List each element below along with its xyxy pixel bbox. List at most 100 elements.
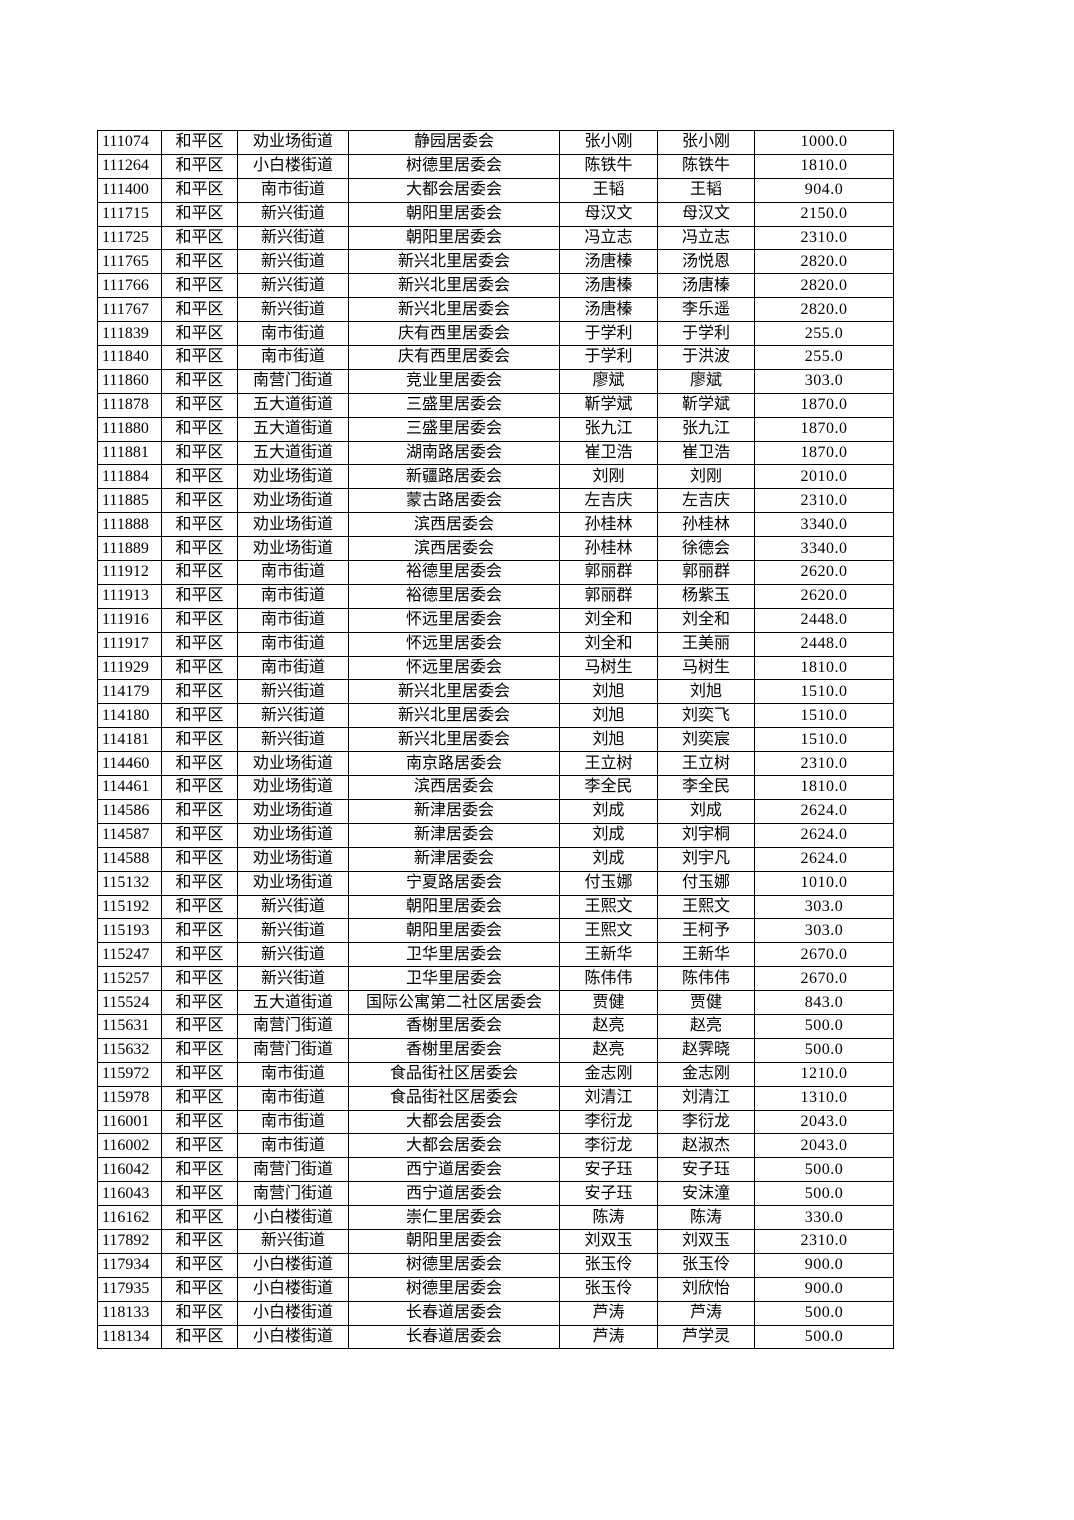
member-name-cell: 王韬 <box>658 178 755 202</box>
amount-cell: 2624.0 <box>755 823 894 847</box>
street-cell: 劝业场街道 <box>238 799 349 823</box>
applicant-name-cell: 付玉娜 <box>560 871 658 895</box>
district-cell: 和平区 <box>162 967 238 991</box>
member-name-cell: 马树生 <box>658 656 755 680</box>
record-id-cell: 114180 <box>98 704 162 728</box>
committee-cell: 树德里居委会 <box>349 1277 560 1301</box>
street-cell: 新兴街道 <box>238 728 349 752</box>
member-name-cell: 李全民 <box>658 776 755 800</box>
committee-cell: 崇仁里居委会 <box>349 1206 560 1230</box>
committee-cell: 大都会居委会 <box>349 1134 560 1158</box>
street-cell: 五大道街道 <box>238 393 349 417</box>
amount-cell: 2820.0 <box>755 298 894 322</box>
committee-cell: 三盛里居委会 <box>349 393 560 417</box>
member-name-cell: 张玉伶 <box>658 1253 755 1277</box>
table-row: 115192和平区新兴街道朝阳里居委会王熙文王熙文303.0 <box>98 895 894 919</box>
table-row: 114180和平区新兴街道新兴北里居委会刘旭刘奕飞1510.0 <box>98 704 894 728</box>
table-row: 116002和平区南市街道大都会居委会李衍龙赵淑杰2043.0 <box>98 1134 894 1158</box>
street-cell: 小白楼街道 <box>238 1301 349 1325</box>
street-cell: 南市街道 <box>238 322 349 346</box>
district-cell: 和平区 <box>162 202 238 226</box>
applicant-name-cell: 左吉庆 <box>560 489 658 513</box>
member-name-cell: 刘旭 <box>658 680 755 704</box>
amount-cell: 904.0 <box>755 178 894 202</box>
amount-cell: 1510.0 <box>755 680 894 704</box>
committee-cell: 大都会居委会 <box>349 178 560 202</box>
committee-cell: 裕德里居委会 <box>349 561 560 585</box>
district-cell: 和平区 <box>162 513 238 537</box>
member-name-cell: 杨紫玉 <box>658 584 755 608</box>
street-cell: 新兴街道 <box>238 274 349 298</box>
member-name-cell: 于学利 <box>658 322 755 346</box>
applicant-name-cell: 汤唐榛 <box>560 298 658 322</box>
table-row: 116162和平区小白楼街道崇仁里居委会陈涛陈涛330.0 <box>98 1206 894 1230</box>
member-name-cell: 付玉娜 <box>658 871 755 895</box>
table-row: 111912和平区南市街道裕德里居委会郭丽群郭丽群2620.0 <box>98 561 894 585</box>
member-name-cell: 徐德会 <box>658 537 755 561</box>
table-row: 111074和平区劝业场街道静园居委会张小刚张小刚1000.0 <box>98 131 894 155</box>
applicant-name-cell: 芦涛 <box>560 1325 658 1349</box>
table-row: 114461和平区劝业场街道滨西居委会李全民李全民1810.0 <box>98 776 894 800</box>
record-id-cell: 115972 <box>98 1062 162 1086</box>
amount-cell: 2820.0 <box>755 274 894 298</box>
district-cell: 和平区 <box>162 226 238 250</box>
amount-cell: 1210.0 <box>755 1062 894 1086</box>
committee-cell: 怀远里居委会 <box>349 608 560 632</box>
table-row: 111913和平区南市街道裕德里居委会郭丽群杨紫玉2620.0 <box>98 584 894 608</box>
member-name-cell: 赵亮 <box>658 1014 755 1038</box>
record-id-cell: 111912 <box>98 561 162 585</box>
records-table: 111074和平区劝业场街道静园居委会张小刚张小刚1000.0111264和平区… <box>97 130 894 1349</box>
district-cell: 和平区 <box>162 584 238 608</box>
street-cell: 新兴街道 <box>238 680 349 704</box>
member-name-cell: 廖斌 <box>658 369 755 393</box>
applicant-name-cell: 李衍龙 <box>560 1134 658 1158</box>
member-name-cell: 张小刚 <box>658 131 755 155</box>
applicant-name-cell: 安子珏 <box>560 1158 658 1182</box>
amount-cell: 500.0 <box>755 1325 894 1349</box>
amount-cell: 2310.0 <box>755 1229 894 1253</box>
committee-cell: 新兴北里居委会 <box>349 680 560 704</box>
member-name-cell: 刘清江 <box>658 1086 755 1110</box>
amount-cell: 2670.0 <box>755 967 894 991</box>
district-cell: 和平区 <box>162 537 238 561</box>
street-cell: 劝业场街道 <box>238 513 349 537</box>
table-row: 111884和平区劝业场街道新疆路居委会刘刚刘刚2010.0 <box>98 465 894 489</box>
amount-cell: 900.0 <box>755 1277 894 1301</box>
member-name-cell: 王柯予 <box>658 919 755 943</box>
committee-cell: 朝阳里居委会 <box>349 919 560 943</box>
applicant-name-cell: 陈涛 <box>560 1206 658 1230</box>
member-name-cell: 张九江 <box>658 417 755 441</box>
amount-cell: 1010.0 <box>755 871 894 895</box>
committee-cell: 朝阳里居委会 <box>349 895 560 919</box>
member-name-cell: 李乐遥 <box>658 298 755 322</box>
amount-cell: 2624.0 <box>755 799 894 823</box>
record-id-cell: 114181 <box>98 728 162 752</box>
record-id-cell: 118133 <box>98 1301 162 1325</box>
district-cell: 和平区 <box>162 393 238 417</box>
member-name-cell: 刘双玉 <box>658 1229 755 1253</box>
district-cell: 和平区 <box>162 322 238 346</box>
table-row: 115524和平区五大道街道国际公寓第二社区居委会贾健贾健843.0 <box>98 991 894 1015</box>
district-cell: 和平区 <box>162 1229 238 1253</box>
amount-cell: 2620.0 <box>755 561 894 585</box>
amount-cell: 330.0 <box>755 1206 894 1230</box>
district-cell: 和平区 <box>162 1182 238 1206</box>
table-row: 111880和平区五大道街道三盛里居委会张九江张九江1870.0 <box>98 417 894 441</box>
district-cell: 和平区 <box>162 847 238 871</box>
street-cell: 南市街道 <box>238 1134 349 1158</box>
table-row: 111725和平区新兴街道朝阳里居委会冯立志冯立志2310.0 <box>98 226 894 250</box>
applicant-name-cell: 王熙文 <box>560 895 658 919</box>
committee-cell: 新兴北里居委会 <box>349 704 560 728</box>
district-cell: 和平区 <box>162 991 238 1015</box>
street-cell: 劝业场街道 <box>238 537 349 561</box>
amount-cell: 2043.0 <box>755 1134 894 1158</box>
member-name-cell: 左吉庆 <box>658 489 755 513</box>
applicant-name-cell: 赵亮 <box>560 1014 658 1038</box>
record-id-cell: 111264 <box>98 154 162 178</box>
street-cell: 小白楼街道 <box>238 1253 349 1277</box>
district-cell: 和平区 <box>162 465 238 489</box>
district-cell: 和平区 <box>162 799 238 823</box>
record-id-cell: 116001 <box>98 1110 162 1134</box>
table-row: 111916和平区南市街道怀远里居委会刘全和刘全和2448.0 <box>98 608 894 632</box>
record-id-cell: 114587 <box>98 823 162 847</box>
